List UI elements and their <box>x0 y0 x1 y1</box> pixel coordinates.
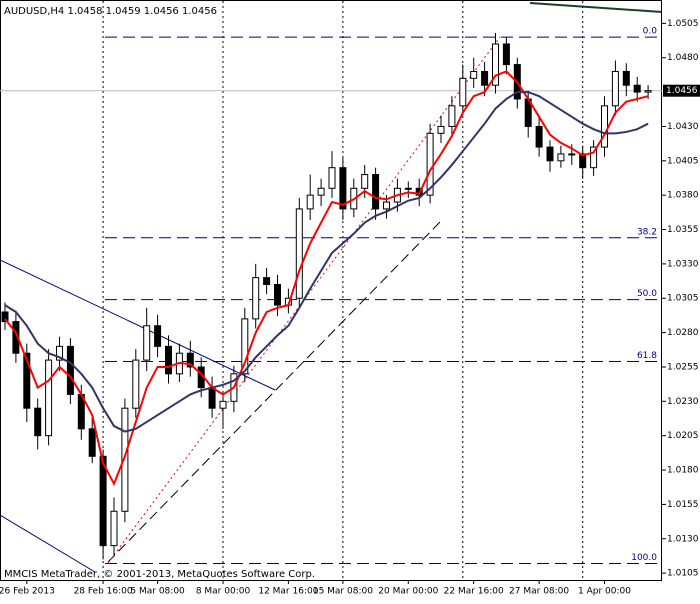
candle-body <box>622 70 630 86</box>
candle-body <box>546 146 554 162</box>
candle-body <box>121 407 129 512</box>
y-tick-label: 1.0480 <box>667 53 699 63</box>
candle-body <box>633 84 641 93</box>
candle-body <box>492 43 499 86</box>
trend-line <box>529 2 663 13</box>
trend-line <box>107 221 441 563</box>
current-price-box <box>663 84 700 97</box>
candle-body <box>295 208 303 299</box>
candle-body <box>45 359 53 437</box>
candle-body <box>481 70 489 86</box>
moving-average <box>4 70 649 487</box>
current-price-label: 1.0456 <box>666 86 698 96</box>
candle-body <box>99 455 107 547</box>
candle-body <box>110 510 118 547</box>
channel-line <box>0 259 276 391</box>
candle-body <box>219 400 227 409</box>
channel-line <box>0 514 96 573</box>
fib-label: 100.0 <box>631 553 657 563</box>
y-tick-label: 1.0155 <box>667 500 699 510</box>
x-tick-label: 8 Mar 00:00 <box>196 587 251 597</box>
chart-title: AUDUSD,H4 1.0458 1.0459 1.0456 1.0456 <box>4 6 217 17</box>
candle-body <box>644 90 652 93</box>
y-tick-label: 1.0380 <box>667 191 699 201</box>
moving-average <box>4 91 649 433</box>
candle-body <box>448 105 456 127</box>
y-tick-label: 1.0180 <box>667 466 699 476</box>
fib-label: 61.8 <box>637 351 657 361</box>
candle-body <box>1 311 9 323</box>
candle-body <box>459 77 467 107</box>
x-tick-label: 28 Feb 16:00 <box>74 587 133 597</box>
y-tick-label: 1.0205 <box>667 431 699 441</box>
candle-body <box>12 321 20 354</box>
candle-body <box>34 407 42 437</box>
x-tick-label: 26 Feb 2013 <box>0 587 55 597</box>
y-tick-label: 1.0130 <box>667 534 699 544</box>
candle-body <box>535 125 543 148</box>
x-tick-label: 20 Mar 00:00 <box>378 587 438 597</box>
footer: MMCIS MetaTrader, © 2001-2013, MetaQuote… <box>4 569 315 580</box>
y-tick-label: 1.0105 <box>667 569 699 579</box>
candle-body <box>328 167 336 189</box>
candle-body <box>306 194 314 210</box>
candle-body <box>88 428 96 457</box>
candle-body <box>241 318 249 375</box>
candle-body <box>404 187 412 190</box>
y-tick-label: 1.0280 <box>667 328 699 338</box>
candle-body <box>186 352 194 368</box>
candle-body <box>143 325 151 361</box>
fib-base-line <box>107 36 501 564</box>
candle-body <box>252 277 260 320</box>
candle-body <box>470 70 478 79</box>
candle-body <box>361 174 369 189</box>
candle-body <box>263 277 271 286</box>
plot-frame <box>0 0 662 581</box>
y-tick-label: 1.0355 <box>667 225 699 235</box>
fib-label: 38.2 <box>637 227 657 237</box>
candle-body <box>132 359 140 409</box>
x-tick-label: 12 Mar 16:00 <box>258 587 318 597</box>
x-tick-label: 1 Apr 00:00 <box>578 587 631 597</box>
candle-body <box>601 105 608 148</box>
fib-label: 0.0 <box>643 27 658 37</box>
candle-body <box>66 345 74 395</box>
y-tick-label: 1.0305 <box>667 294 699 304</box>
candle-body <box>165 345 172 375</box>
candle-body <box>437 125 445 134</box>
y-tick-label: 1.0255 <box>667 362 699 372</box>
x-tick-label: 15 Mar 08:00 <box>313 587 373 597</box>
candle-body <box>317 187 325 196</box>
candle-body <box>568 153 576 156</box>
y-tick-label: 1.0430 <box>667 122 699 132</box>
candle-body <box>579 153 587 169</box>
candle-body <box>154 325 162 347</box>
candle-body <box>56 345 63 361</box>
y-tick-label: 1.0230 <box>667 397 699 407</box>
candle-body <box>383 201 390 210</box>
y-tick-label: 1.0405 <box>667 156 699 166</box>
x-tick-label: 22 Mar 16:00 <box>444 587 504 597</box>
candle-body <box>557 153 565 162</box>
fib-label: 50.0 <box>637 289 657 299</box>
x-tick-label: 5 Mar 08:00 <box>130 587 185 597</box>
drawn-objects <box>0 1 663 580</box>
candle-body <box>208 387 216 409</box>
x-tick-label: 27 Mar 08:00 <box>509 587 569 597</box>
candle-body <box>611 70 619 107</box>
candle-body <box>372 174 380 210</box>
candle-body <box>502 43 510 66</box>
y-tick-label: 1.0505 <box>667 19 699 29</box>
candle-body <box>23 352 31 409</box>
candle-body <box>339 167 347 210</box>
y-tick-label: 1.0330 <box>667 259 699 269</box>
candle-body <box>274 284 281 306</box>
candle-body <box>590 146 598 169</box>
